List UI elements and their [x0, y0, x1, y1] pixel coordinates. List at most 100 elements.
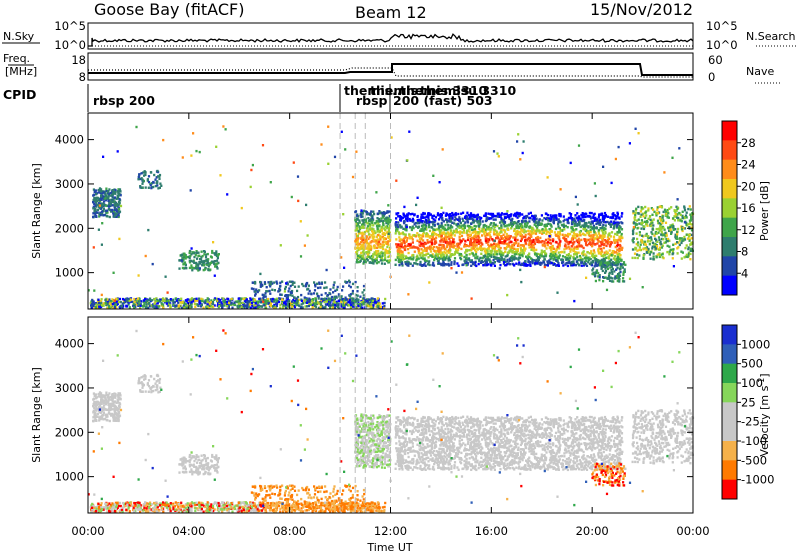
power-cell [504, 255, 507, 258]
power-cell [281, 306, 285, 309]
power-cell [540, 262, 543, 265]
power-cell [632, 227, 635, 231]
power-cell [563, 235, 566, 239]
power-cell [269, 302, 272, 306]
power-cell [412, 258, 415, 261]
power-cell [677, 227, 680, 231]
power-cell [475, 215, 478, 219]
power-cell [429, 213, 432, 216]
power-cell [282, 304, 285, 307]
power-cell [362, 236, 365, 239]
power-cell [379, 211, 382, 214]
power-cell [464, 251, 467, 254]
power-cell [610, 231, 614, 234]
power-cell [675, 235, 678, 238]
power-cell [573, 222, 576, 225]
power-cell [373, 230, 376, 233]
cpid-text-rbsp200: rbsp 200 [93, 93, 155, 108]
power-cell [535, 224, 538, 228]
power-cell [396, 229, 399, 232]
power-cell [541, 228, 544, 231]
power-cell [539, 236, 542, 240]
power-cell [368, 219, 371, 222]
power-cell [660, 228, 663, 231]
power-cell [357, 237, 360, 240]
power-cell [118, 305, 121, 308]
power-cell [494, 233, 497, 236]
power-cell [150, 304, 153, 307]
power-cell [520, 253, 523, 256]
power-cell [230, 298, 233, 301]
power-cell [307, 284, 310, 287]
power-cell [351, 282, 355, 286]
power-cell [591, 254, 594, 257]
power-cell [321, 305, 324, 308]
power-cell [510, 213, 513, 216]
power-cell [549, 223, 552, 226]
power-cell [575, 245, 579, 248]
power-cell [364, 298, 367, 302]
power-cell [427, 218, 430, 222]
power-cell [370, 254, 373, 258]
power-cell [145, 303, 148, 306]
power-cell [509, 263, 512, 266]
power-cell [353, 303, 356, 307]
power-cell [376, 250, 379, 253]
power-cell [232, 302, 235, 306]
power-cell [247, 300, 250, 303]
power-cell [421, 220, 424, 223]
power-cell [300, 306, 303, 309]
power-cell [610, 252, 613, 255]
power-cell [388, 259, 392, 262]
power-cell [331, 306, 334, 310]
power-cell [676, 230, 679, 234]
power-cell [600, 247, 603, 251]
power-cell [493, 256, 496, 259]
power-cell [367, 233, 371, 236]
power-cell [542, 230, 545, 234]
power-cell [192, 300, 195, 303]
power-cell [525, 225, 528, 229]
power-cell [475, 244, 478, 247]
power-cell [92, 215, 95, 219]
power-cell [221, 304, 224, 307]
power-cell [205, 258, 208, 261]
power-cell [600, 221, 603, 224]
power-cell [609, 216, 612, 219]
power-cell [561, 261, 564, 265]
power-cell [118, 207, 121, 211]
power-cell [142, 305, 145, 308]
power-cell [562, 220, 565, 223]
power-cell [524, 241, 527, 245]
power-cell [449, 240, 452, 243]
power-cell [547, 222, 550, 225]
power-cell [106, 211, 109, 214]
power-cell [549, 242, 553, 245]
power-cell [513, 229, 516, 233]
power-cell [474, 248, 477, 252]
power-cell [619, 244, 622, 248]
power-cell [238, 302, 241, 305]
power-cell [413, 246, 416, 249]
power-cell [131, 300, 134, 303]
power-cell [99, 191, 102, 194]
power-cell [169, 305, 172, 309]
power-cell [478, 246, 482, 249]
power-cell [267, 297, 270, 301]
power-cell [375, 252, 378, 255]
power-cell [570, 217, 573, 220]
power-cell [359, 255, 362, 259]
power-cell [532, 232, 535, 235]
power-cell [403, 248, 406, 251]
power-cell [574, 236, 577, 240]
power-cell [369, 247, 372, 251]
power-cell [556, 233, 559, 236]
power-cell [355, 252, 359, 256]
power-cell [419, 234, 422, 237]
power-cell [208, 301, 211, 304]
power-cell [502, 252, 505, 255]
power-cell [557, 222, 560, 226]
power-cell [598, 219, 601, 222]
power-cell [541, 219, 544, 222]
power-cell [563, 218, 566, 221]
